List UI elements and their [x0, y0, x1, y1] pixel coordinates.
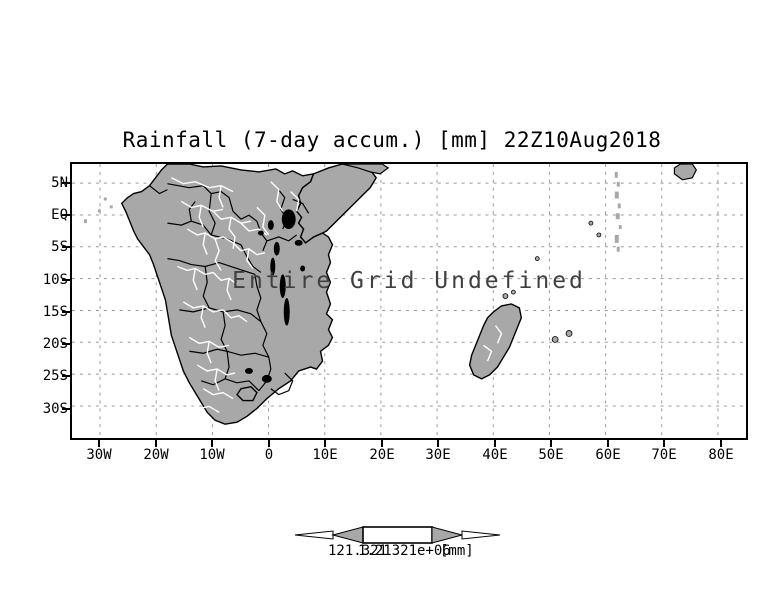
ytick-mark: [62, 279, 70, 281]
basemap-svg: [72, 164, 746, 438]
xtick-mark: [324, 440, 326, 447]
colorbar-label-group: 121.321 1.21321e+06 [mm]: [240, 544, 560, 562]
ytick-mark: [62, 214, 70, 216]
xtick-mark: [381, 440, 383, 447]
map-plot-area[interactable]: [70, 162, 748, 440]
xtick-label-30e: 30E: [425, 447, 451, 463]
xtick-label-80e: 80E: [708, 447, 734, 463]
lesotho-enclave: [236, 385, 258, 402]
page-title: Rainfall (7-day accum.) [mm] 22Z10Aug201…: [122, 128, 662, 152]
land-atlantic-islands: [83, 197, 185, 239]
xtick-mark: [211, 440, 213, 447]
colorbar-label-max: 1.21321e+06: [358, 543, 451, 559]
ytick-label-10s: 10S: [42, 272, 68, 288]
country-borders: [149, 183, 310, 396]
colorbar-left-arrow: [331, 526, 364, 544]
xtick-mark: [494, 440, 496, 447]
colorbar-left-tail: [294, 530, 334, 540]
xtick-label-30w: 30W: [86, 447, 112, 463]
ytick-label-5n: 5N: [51, 175, 68, 191]
xtick-label-60e: 60E: [595, 447, 621, 463]
ytick-label-eq: EQ: [51, 207, 68, 223]
xtick-mark: [607, 440, 609, 447]
colorbar-svg: [294, 526, 501, 544]
ytick-mark: [62, 375, 70, 377]
land-maldives-islands: [614, 171, 622, 252]
ytick-mark: [62, 408, 70, 410]
land-madagascar: [468, 303, 523, 380]
colorbar[interactable]: [294, 521, 501, 549]
ytick-mark: [62, 182, 70, 184]
colorbar-right-arrow: [431, 526, 464, 544]
xtick-mark: [663, 440, 665, 447]
xtick-label-20w: 20W: [143, 447, 169, 463]
rivers: [171, 177, 503, 413]
xtick-label-20e: 20E: [369, 447, 395, 463]
land-sri-lanka: [673, 164, 697, 181]
ytick-label-30s: 30S: [42, 401, 68, 417]
ytick-label-15s: 15S: [42, 304, 68, 320]
xtick-mark: [720, 440, 722, 447]
lakes: [244, 209, 306, 383]
xtick-mark: [268, 440, 270, 447]
ytick-mark: [62, 343, 70, 345]
ytick-label-5s: 5S: [51, 239, 68, 255]
ytick-label-25s: 25S: [42, 368, 68, 384]
xtick-mark: [155, 440, 157, 447]
xtick-label-0: 0: [264, 447, 274, 463]
xtick-label-10e: 10E: [312, 447, 338, 463]
colorbar-label-units: [mm]: [440, 543, 474, 559]
xtick-mark: [98, 440, 100, 447]
ytick-label-20s: 20S: [42, 336, 68, 352]
xtick-label-10w: 10W: [199, 447, 225, 463]
land-arabia: [342, 164, 390, 175]
xtick-label-40e: 40E: [482, 447, 508, 463]
ytick-mark: [62, 311, 70, 313]
colorbar-center-band: [362, 526, 433, 544]
land-small-islands: [502, 220, 602, 343]
xtick-mark: [550, 440, 552, 447]
xtick-label-70e: 70E: [651, 447, 677, 463]
colorbar-right-tail: [461, 530, 501, 540]
xtick-label-50e: 50E: [538, 447, 564, 463]
colorbar-label-min: 121.321: [328, 543, 388, 559]
ytick-mark: [62, 246, 70, 248]
xtick-mark: [437, 440, 439, 447]
